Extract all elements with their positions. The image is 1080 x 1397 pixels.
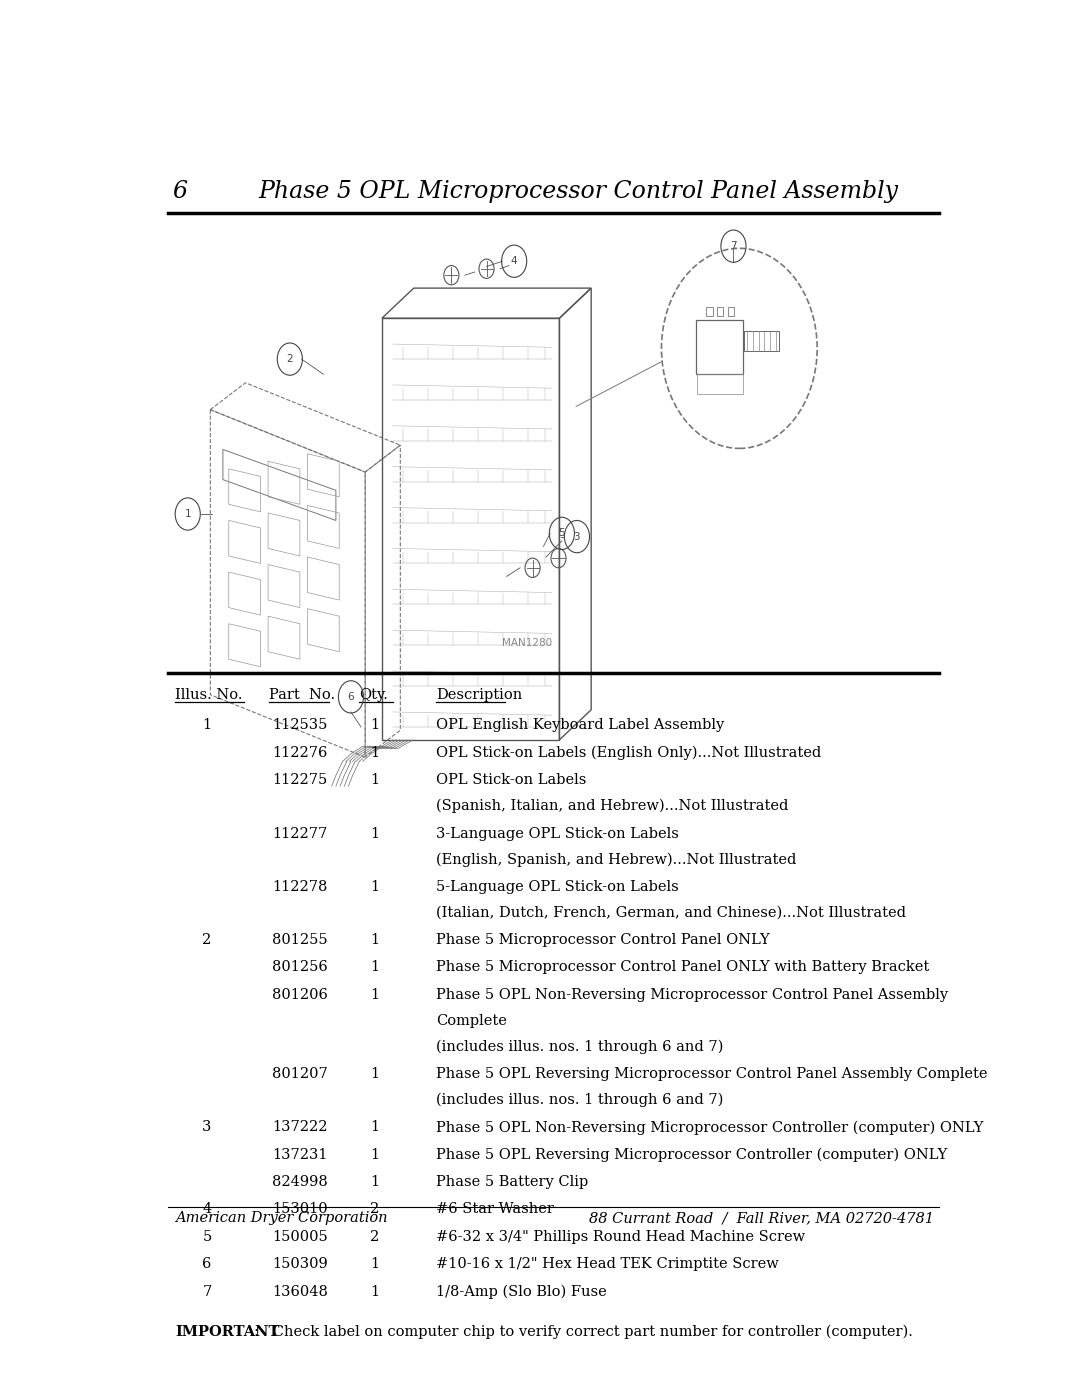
Text: Phase 5 OPL Non-Reversing Microprocessor Controller (computer) ONLY: Phase 5 OPL Non-Reversing Microprocessor… (436, 1120, 984, 1134)
Text: 112275: 112275 (272, 774, 327, 788)
Text: 137222: 137222 (272, 1120, 327, 1134)
Text: 1: 1 (369, 1285, 379, 1299)
Text: 6: 6 (348, 692, 354, 701)
Text: 4: 4 (202, 1203, 212, 1217)
Text: American Dryer Corporation: American Dryer Corporation (175, 1211, 388, 1225)
Text: Phase 5 OPL Non-Reversing Microprocessor Control Panel Assembly: Phase 5 OPL Non-Reversing Microprocessor… (436, 988, 948, 1002)
Text: 1/8-Amp (Slo Blo) Fuse: 1/8-Amp (Slo Blo) Fuse (436, 1285, 607, 1299)
Text: Qty.: Qty. (360, 689, 388, 703)
Text: 7: 7 (730, 242, 737, 251)
Text: 801206: 801206 (272, 988, 328, 1002)
Text: 1: 1 (369, 880, 379, 894)
Text: 5: 5 (558, 528, 565, 538)
Text: Description: Description (436, 689, 523, 703)
Text: Phase 5 Battery Clip: Phase 5 Battery Clip (436, 1175, 589, 1189)
Text: 801207: 801207 (272, 1067, 328, 1081)
Text: 1: 1 (369, 774, 379, 788)
Text: 1: 1 (202, 718, 212, 732)
Text: 5: 5 (202, 1229, 212, 1243)
Text: OPL Stick-on Labels: OPL Stick-on Labels (436, 774, 586, 788)
Text: OPL English Keyboard Label Assembly: OPL English Keyboard Label Assembly (436, 718, 725, 732)
Text: (English, Spanish, and Hebrew)...Not Illustrated: (English, Spanish, and Hebrew)...Not Ill… (436, 852, 797, 866)
Text: 1: 1 (369, 1067, 379, 1081)
Text: 137231: 137231 (272, 1147, 327, 1161)
Text: 136048: 136048 (272, 1285, 328, 1299)
Text: 801256: 801256 (272, 960, 328, 975)
Text: 1: 1 (369, 933, 379, 947)
Text: 6: 6 (173, 180, 188, 203)
Text: 1: 1 (369, 1257, 379, 1271)
Text: 2: 2 (369, 1203, 379, 1217)
Text: 1: 1 (369, 960, 379, 975)
Text: 112535: 112535 (272, 718, 327, 732)
Text: 3-Language OPL Stick-on Labels: 3-Language OPL Stick-on Labels (436, 827, 679, 841)
Text: 5-Language OPL Stick-on Labels: 5-Language OPL Stick-on Labels (436, 880, 679, 894)
Text: 1: 1 (369, 718, 379, 732)
Text: 4: 4 (511, 256, 517, 267)
Text: 112276: 112276 (272, 746, 327, 760)
Text: 1: 1 (369, 746, 379, 760)
Text: MAN1280: MAN1280 (501, 638, 552, 648)
Text: 3: 3 (202, 1120, 212, 1134)
Text: 1: 1 (369, 1120, 379, 1134)
Text: Phase 5 OPL Reversing Microprocessor Control Panel Assembly Complete: Phase 5 OPL Reversing Microprocessor Con… (436, 1067, 988, 1081)
Text: 88 Currant Road  /  Fall River, MA 02720-4781: 88 Currant Road / Fall River, MA 02720-4… (590, 1211, 934, 1225)
Text: IMPORTANT: IMPORTANT (175, 1326, 280, 1340)
Text: #6-32 x 3/4" Phillips Round Head Machine Screw: #6-32 x 3/4" Phillips Round Head Machine… (436, 1229, 806, 1243)
Text: 801255: 801255 (272, 933, 328, 947)
Text: 1: 1 (185, 509, 191, 520)
Text: Complete: Complete (436, 1014, 508, 1028)
Text: 7: 7 (202, 1285, 212, 1299)
Text: 112278: 112278 (272, 880, 327, 894)
Text: 2: 2 (202, 933, 212, 947)
Text: #10-16 x 1/2" Hex Head TEK Crimptite Screw: #10-16 x 1/2" Hex Head TEK Crimptite Scr… (436, 1257, 779, 1271)
Text: 824998: 824998 (272, 1175, 328, 1189)
Text: 2: 2 (286, 353, 293, 365)
Text: :   Check label on computer chip to verify correct part number for controller (c: : Check label on computer chip to verify… (254, 1326, 913, 1340)
Text: Phase 5 OPL Microprocessor Control Panel Assembly: Phase 5 OPL Microprocessor Control Panel… (258, 180, 899, 203)
Text: Phase 5 OPL Reversing Microprocessor Controller (computer) ONLY: Phase 5 OPL Reversing Microprocessor Con… (436, 1147, 947, 1162)
Text: 3: 3 (573, 532, 580, 542)
Text: 150309: 150309 (272, 1257, 328, 1271)
Text: Illus. No.: Illus. No. (175, 689, 243, 703)
Text: (Spanish, Italian, and Hebrew)...Not Illustrated: (Spanish, Italian, and Hebrew)...Not Ill… (436, 799, 788, 813)
Text: Part  No.: Part No. (269, 689, 335, 703)
Text: OPL Stick-on Labels (English Only)...Not Illustrated: OPL Stick-on Labels (English Only)...Not… (436, 746, 822, 760)
Text: 153010: 153010 (272, 1203, 328, 1217)
Text: (includes illus. nos. 1 through 6 and 7): (includes illus. nos. 1 through 6 and 7) (436, 1092, 724, 1108)
Text: Phase 5 Microprocessor Control Panel ONLY: Phase 5 Microprocessor Control Panel ONL… (436, 933, 770, 947)
Text: 6: 6 (202, 1257, 212, 1271)
Text: 1: 1 (369, 827, 379, 841)
Text: (includes illus. nos. 1 through 6 and 7): (includes illus. nos. 1 through 6 and 7) (436, 1039, 724, 1053)
Text: #6 Star Washer: #6 Star Washer (436, 1203, 554, 1217)
Text: 150005: 150005 (272, 1229, 328, 1243)
Text: 112277: 112277 (272, 827, 327, 841)
Text: 1: 1 (369, 1175, 379, 1189)
Text: 2: 2 (369, 1229, 379, 1243)
Text: 1: 1 (369, 988, 379, 1002)
Text: 1: 1 (369, 1147, 379, 1161)
Text: (Italian, Dutch, French, German, and Chinese)...Not Illustrated: (Italian, Dutch, French, German, and Chi… (436, 905, 906, 919)
Text: Phase 5 Microprocessor Control Panel ONLY with Battery Bracket: Phase 5 Microprocessor Control Panel ONL… (436, 960, 930, 975)
